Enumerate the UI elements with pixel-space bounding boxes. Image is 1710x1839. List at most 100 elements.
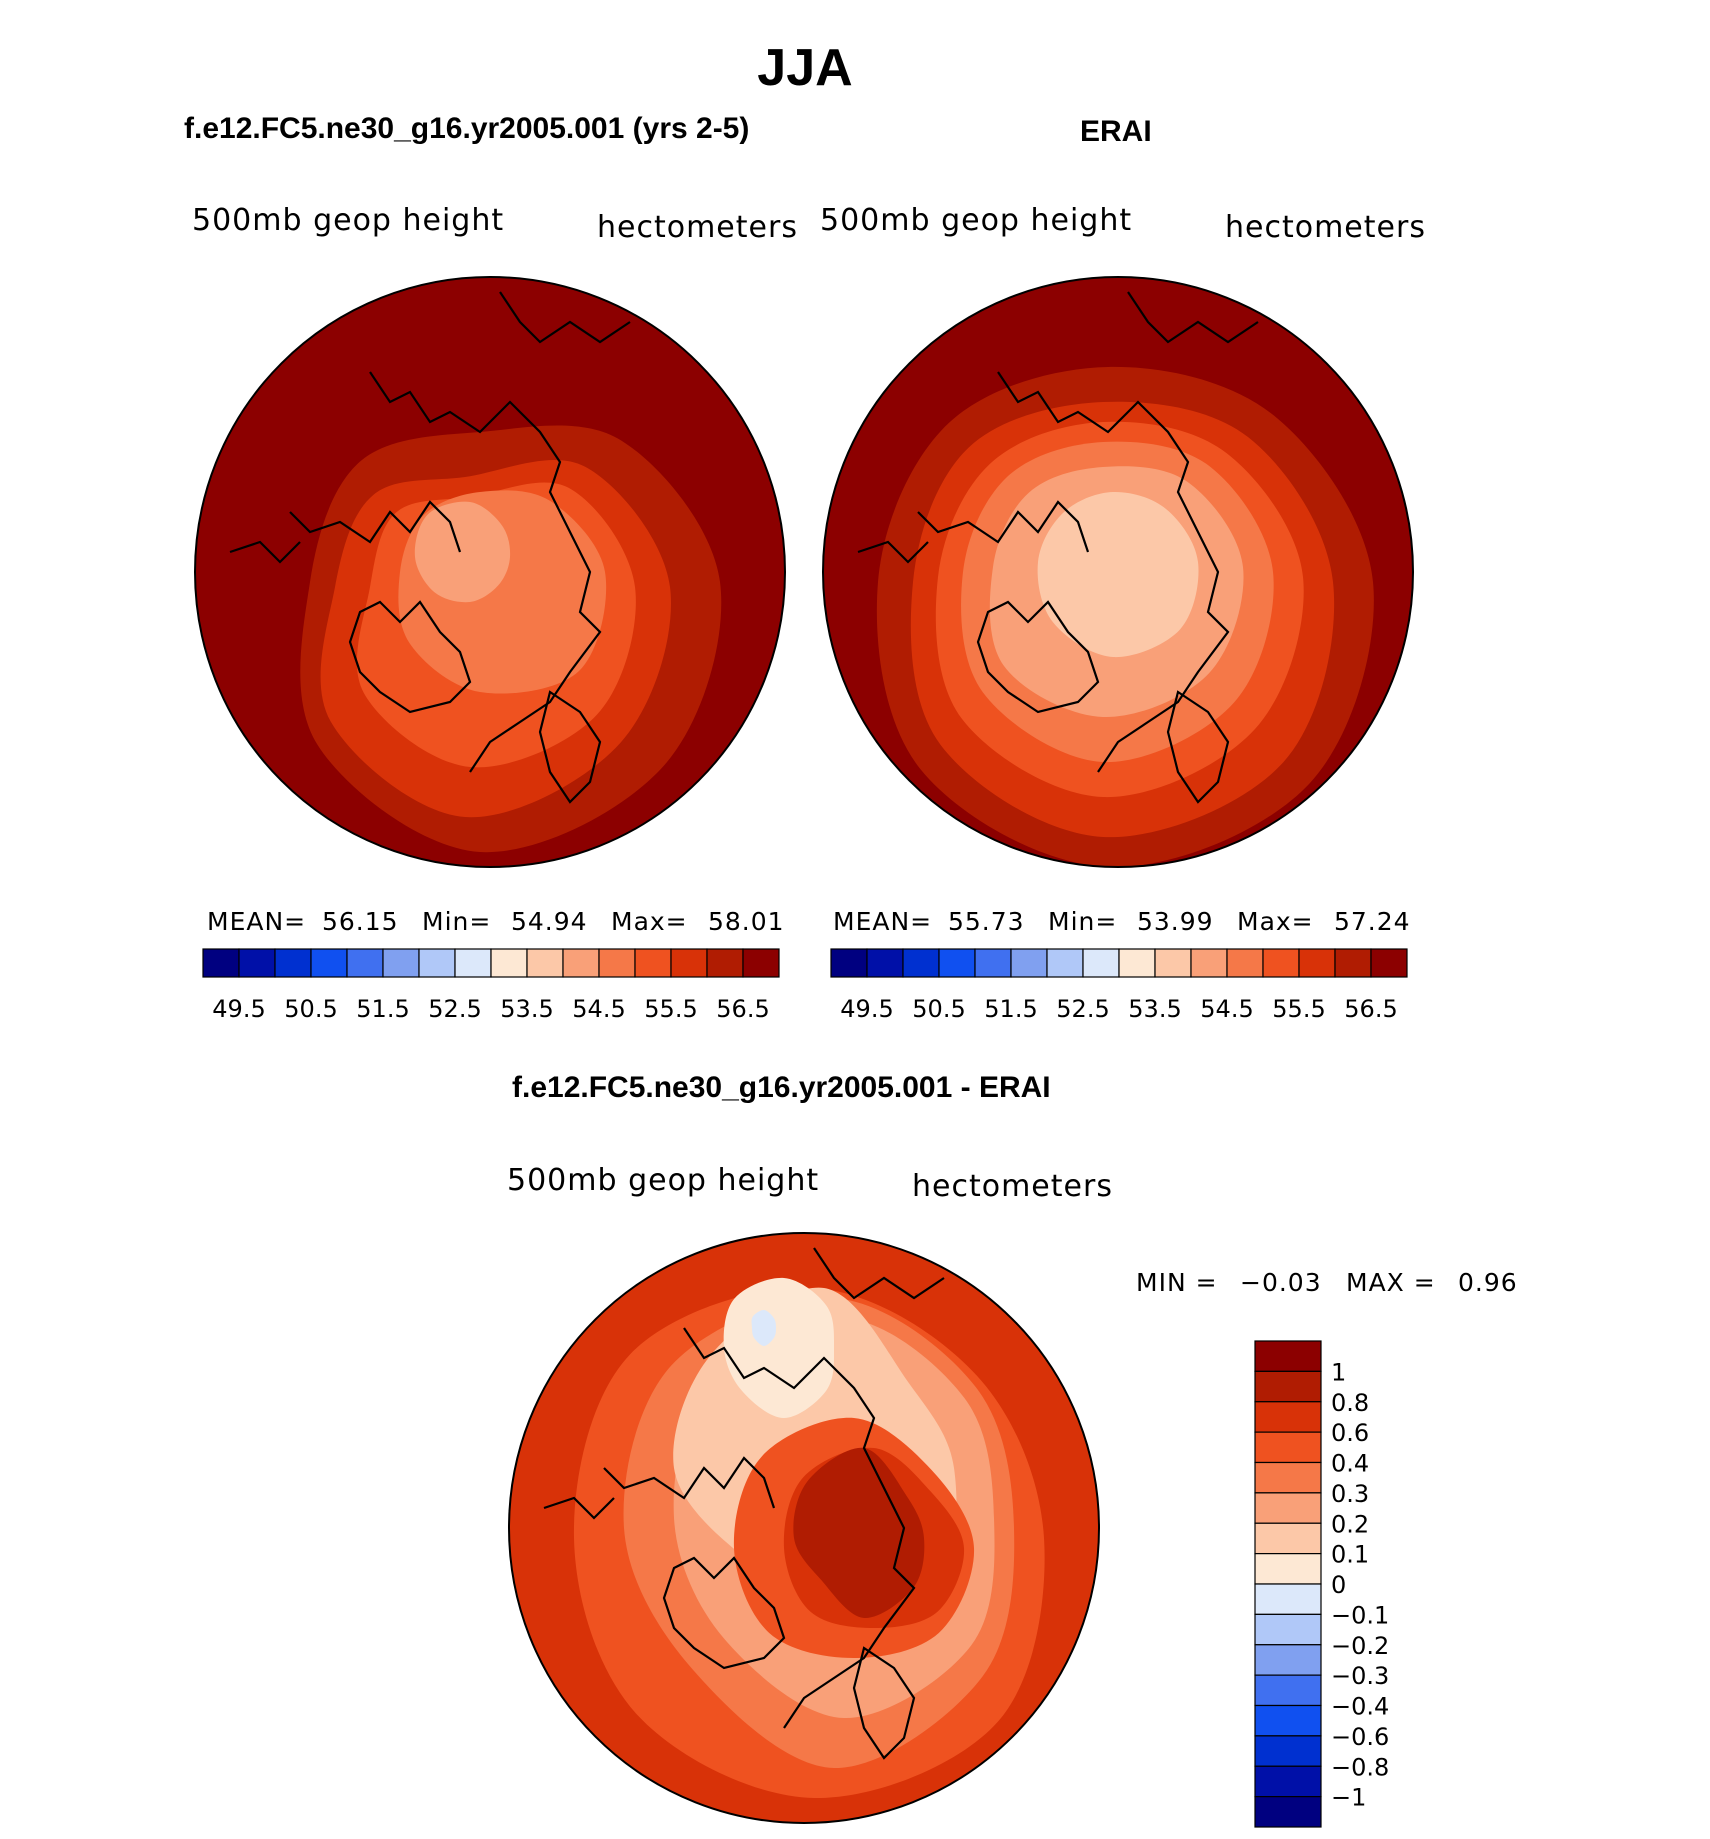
colorbar-swatch bbox=[866, 948, 904, 978]
colorbar-1: 49.5 50.5 51.5 52.5 53.5 54.5 55.5 56.5 bbox=[202, 948, 780, 1023]
colorbar-swatch bbox=[1118, 948, 1156, 978]
coastline-segment bbox=[603, 1456, 776, 1509]
coastline-segment bbox=[1166, 690, 1230, 804]
coastline-1 bbox=[229, 291, 631, 804]
colorbar-swatch bbox=[634, 948, 672, 978]
contour-band bbox=[793, 1447, 925, 1619]
coastline-segment bbox=[1127, 291, 1259, 344]
panel-3-min-value: −0.03 bbox=[1240, 1268, 1322, 1297]
panel-1-units-label: hectometers bbox=[597, 210, 798, 245]
colorbar-tick-label: 52.5 bbox=[428, 995, 481, 1023]
colorbar-tick-label: 0 bbox=[1331, 1571, 1346, 1599]
panel-2-units-label: hectometers bbox=[1225, 210, 1426, 245]
colorbar-swatch bbox=[238, 948, 276, 978]
panel-1-variable-label: 500mb geop height bbox=[192, 203, 505, 238]
panel-2-min-label: Min= bbox=[1048, 907, 1118, 936]
colorbar-tick-label: −1 bbox=[1331, 1784, 1366, 1812]
colorbar-swatch bbox=[1254, 1492, 1322, 1524]
colorbar-swatch bbox=[1298, 948, 1336, 978]
colorbar-tick-label: 53.5 bbox=[1128, 995, 1181, 1023]
map-panel-3 bbox=[509, 1233, 1099, 1823]
panel-3-max-value: 0.96 bbox=[1458, 1268, 1518, 1297]
colorbar-3: 1 0.80.6 0.40.30.2 0.10−0.1 −0.2−0.3 −0.4−0.6… bbox=[1254, 1340, 1389, 1828]
coastline-3 bbox=[543, 1247, 945, 1760]
panel-1-max-label: Max= bbox=[611, 907, 688, 936]
colorbar-tick-label: −0.4 bbox=[1331, 1693, 1389, 1721]
colorbar-tick-label: 56.5 bbox=[716, 995, 769, 1023]
colorbar-swatch bbox=[974, 948, 1012, 978]
colorbar-tick-label: −0.2 bbox=[1331, 1632, 1389, 1660]
contour-band bbox=[723, 1277, 835, 1418]
colorbar-swatch bbox=[1254, 1765, 1322, 1798]
panel-3-min-label: MIN = bbox=[1136, 1268, 1218, 1297]
colorbar-swatch bbox=[938, 948, 976, 978]
panel-3-max-label: MAX = bbox=[1346, 1268, 1436, 1297]
coastline-segment bbox=[683, 1327, 916, 1729]
colorbar-swatch bbox=[1046, 948, 1084, 978]
coastline-segment bbox=[976, 600, 1100, 714]
panel-1-mean-value: 56.15 bbox=[322, 907, 399, 936]
colorbar-tick-label: 50.5 bbox=[284, 995, 337, 1023]
colorbar-swatch bbox=[274, 948, 312, 978]
coastline-segment bbox=[997, 371, 1230, 773]
colorbar-swatch bbox=[706, 948, 744, 978]
colorbar-tick-label: 0.6 bbox=[1331, 1419, 1369, 1447]
colorbar-swatch bbox=[1254, 1401, 1322, 1433]
panel-1-title: f.e12.FC5.ne30_g16.yr2005.001 (yrs 2-5) bbox=[184, 112, 750, 145]
panel-1-mean-label: MEAN= bbox=[207, 907, 307, 936]
colorbar-swatch bbox=[454, 948, 492, 978]
map-boundary-1 bbox=[194, 276, 786, 868]
colorbar-tick-label: 1 bbox=[1331, 1358, 1346, 1386]
colorbar-swatch bbox=[670, 948, 708, 978]
colorbar-swatch bbox=[310, 948, 348, 978]
colorbar-tick-label: 55.5 bbox=[1272, 995, 1325, 1023]
coastline-segment bbox=[289, 500, 462, 553]
panel-3-variable-label: 500mb geop height bbox=[507, 1163, 820, 1198]
coastline-segment bbox=[662, 1556, 786, 1670]
colorbar-swatch bbox=[1226, 948, 1264, 978]
colorbar-tick-label: 51.5 bbox=[984, 995, 1037, 1023]
colorbar-swatch bbox=[1254, 1461, 1322, 1494]
colorbar-swatch bbox=[1262, 948, 1300, 978]
colorbar-swatch bbox=[1254, 1613, 1322, 1646]
panel-2-mean-value: 55.73 bbox=[948, 907, 1025, 936]
colorbar-swatch bbox=[1254, 1735, 1322, 1767]
colorbar-tick-label: 49.5 bbox=[840, 995, 893, 1023]
colorbar-swatch bbox=[418, 948, 456, 978]
colorbar-tick-label: 0.2 bbox=[1331, 1510, 1369, 1538]
panel-3-title: f.e12.FC5.ne30_g16.yr2005.001 - ERAI bbox=[512, 1071, 1051, 1104]
coastline-segment bbox=[369, 371, 602, 773]
coastline-segment bbox=[538, 690, 602, 804]
colorbar-swatch bbox=[526, 948, 564, 978]
colorbar-swatch bbox=[1254, 1674, 1322, 1707]
colorbar-tick-label: 0.1 bbox=[1331, 1541, 1369, 1569]
contour-band bbox=[1037, 491, 1199, 658]
colorbar-swatch bbox=[490, 948, 528, 978]
contour-band bbox=[414, 501, 511, 603]
colorbar-swatch bbox=[1190, 948, 1228, 978]
colorbar-swatch bbox=[346, 948, 384, 978]
colorbar-swatch bbox=[1254, 1796, 1322, 1828]
panel-2-title: ERAI bbox=[1080, 115, 1152, 148]
colorbar-swatch bbox=[1254, 1644, 1322, 1676]
panel-1-min-value: 54.94 bbox=[511, 907, 588, 936]
colorbar-tick-label: −0.1 bbox=[1331, 1601, 1389, 1629]
coastline-2 bbox=[857, 291, 1259, 804]
colorbar-swatch bbox=[1254, 1370, 1322, 1403]
colorbar-tick-label: 56.5 bbox=[1344, 995, 1397, 1023]
coastline-segment bbox=[229, 540, 301, 564]
panel-2-max-label: Max= bbox=[1237, 907, 1314, 936]
panel-2-mean-label: MEAN= bbox=[833, 907, 933, 936]
colorbar-swatch bbox=[1370, 948, 1408, 978]
coastline-segment bbox=[813, 1247, 945, 1300]
colorbar-swatch bbox=[1254, 1340, 1322, 1372]
map-boundary-2 bbox=[822, 276, 1414, 868]
contour-band bbox=[751, 1309, 776, 1346]
colorbar-swatch bbox=[742, 948, 780, 978]
panel-3-units-label: hectometers bbox=[912, 1169, 1113, 1204]
colorbar-swatch bbox=[1334, 948, 1372, 978]
colorbar-swatch bbox=[1254, 1553, 1322, 1585]
colorbar-swatch bbox=[902, 948, 940, 978]
colorbar-tick-label: −0.3 bbox=[1331, 1662, 1389, 1690]
